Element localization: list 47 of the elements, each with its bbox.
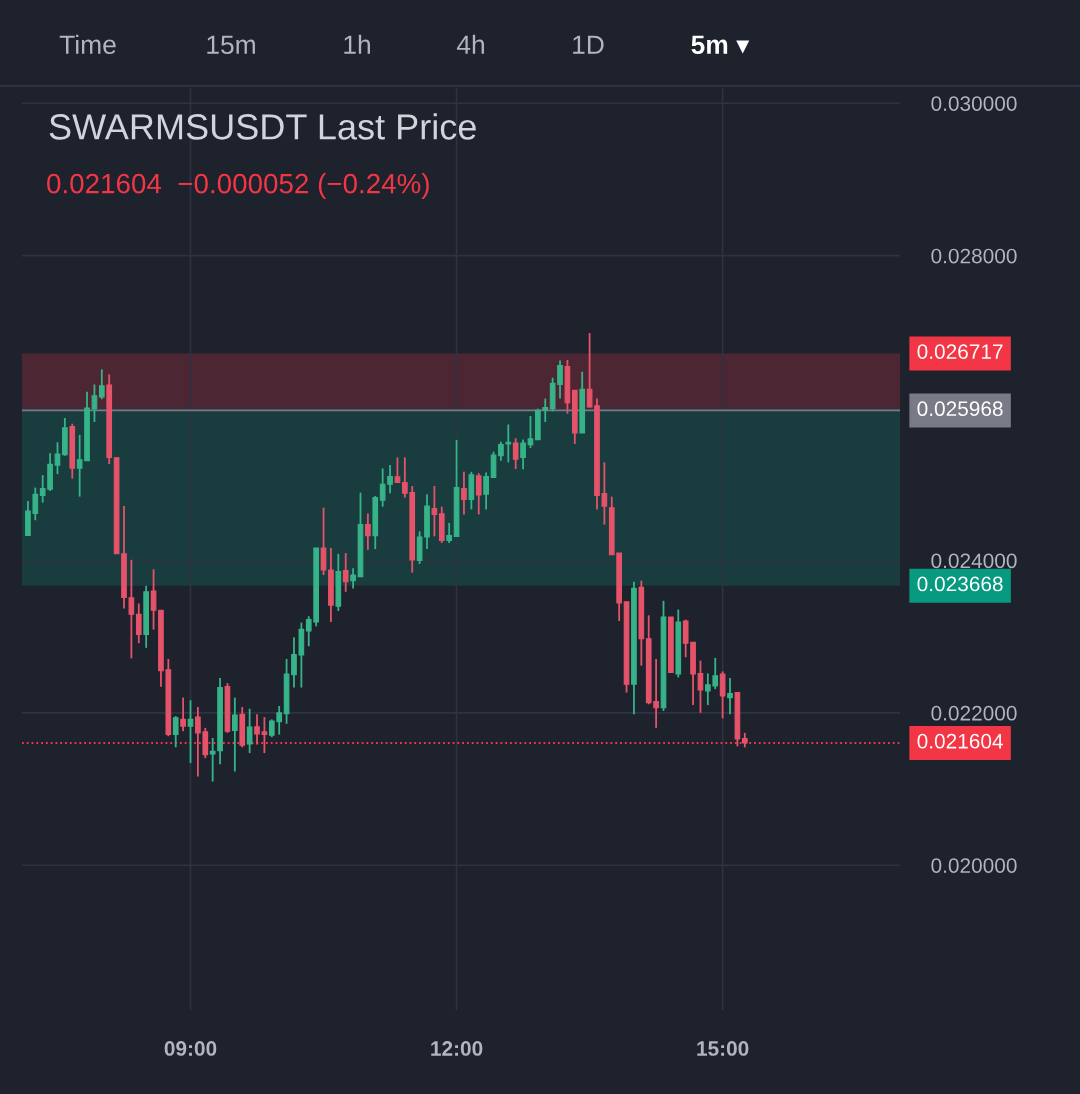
candlestick: [150, 568, 157, 631]
candlestick: [180, 696, 186, 733]
candlestick: [446, 521, 453, 544]
candlestick: [342, 552, 349, 593]
candlestick: [320, 506, 327, 576]
candlestick: [520, 438, 526, 471]
candlestick: [365, 512, 371, 551]
text: Time: [59, 34, 116, 55]
candlestick: [54, 441, 61, 476]
text: 1D: [573, 35, 604, 54]
text: 15m: [207, 35, 255, 55]
y-tick-label: 0.022000: [931, 705, 1017, 721]
candlestick: [350, 567, 356, 590]
x-tick-label: 12:00: [431, 1041, 483, 1056]
x-tick-label: 15:00: [697, 1041, 749, 1056]
candlestick: [98, 368, 105, 401]
candlestick: [483, 471, 489, 511]
candlestick: [431, 485, 438, 538]
candlestick: [719, 670, 726, 720]
ref-line-label: 0.025968: [917, 401, 1003, 417]
y-tick-label: 0.024000: [931, 553, 1017, 569]
candlestick: [187, 699, 194, 765]
text: 1h: [344, 34, 370, 54]
text: 0.021604 −0.000052 (−0.24%): [47, 173, 429, 199]
candlestick: [209, 737, 216, 783]
candlestick: [394, 456, 401, 484]
band-label: 0.026717: [917, 344, 1003, 359]
candlestick: [512, 437, 519, 471]
candlestick: [461, 470, 467, 516]
candlestick: [135, 602, 142, 645]
y-tick-label: 0.030000: [931, 96, 1017, 111]
candlestick: [697, 659, 704, 714]
candlestick: [727, 677, 733, 716]
y-tick-label: 0.020000: [931, 858, 1017, 873]
candlestick: [172, 715, 179, 749]
candlestick: [246, 707, 253, 754]
x-tick-label: 09:00: [164, 1041, 217, 1056]
y-tick-label: 0.028000: [931, 248, 1017, 264]
candlestick: [475, 472, 482, 516]
text: 5m ▾: [691, 35, 750, 55]
text: 4h: [456, 34, 484, 54]
ref-line-label: 0.021604: [917, 733, 1003, 749]
candlestick: [527, 415, 534, 449]
text: SWARMSUSDT Last Price: [49, 113, 476, 140]
band-label: 0.023668: [917, 576, 1003, 592]
candlestick: [490, 450, 497, 479]
candlestick: [232, 696, 238, 773]
